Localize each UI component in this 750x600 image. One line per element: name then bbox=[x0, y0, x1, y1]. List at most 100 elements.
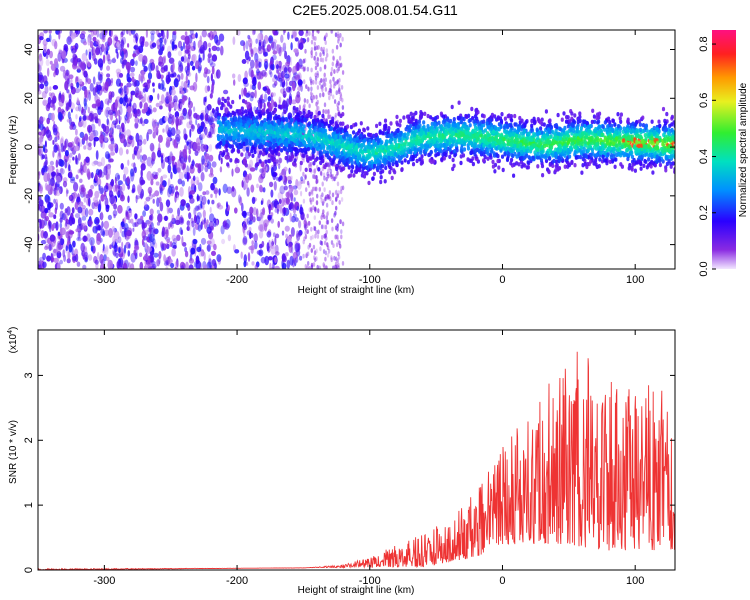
spectrogram-noise-cell bbox=[248, 245, 254, 251]
spectrogram-noise-cell bbox=[263, 60, 269, 70]
spectrogram-noise-cell bbox=[175, 129, 181, 136]
spectrogram-noise-cell bbox=[251, 261, 255, 266]
spectrogram-noise-cell bbox=[152, 198, 155, 204]
spectrogram-noise-cell bbox=[221, 238, 226, 245]
spectrogram-noise-cell bbox=[152, 107, 157, 113]
spectrogram-noise-cell bbox=[125, 149, 129, 155]
spectrogram-noise-cell bbox=[67, 111, 71, 120]
spectrogram-ridge-cell bbox=[657, 119, 661, 124]
spectrogram-noise-cell bbox=[302, 253, 305, 259]
spectrogram-noise-cell bbox=[64, 158, 68, 169]
spectrogram-noise-cell bbox=[206, 85, 211, 92]
spectrogram-noise-cell bbox=[49, 86, 52, 91]
spectrogram-ridge-cell bbox=[387, 126, 391, 131]
spectrogram-noise-cell bbox=[162, 174, 168, 179]
spectrogram-noise-cell bbox=[293, 48, 299, 53]
spectrogram-noise-cell bbox=[159, 100, 163, 105]
spectrogram-noise-cell bbox=[97, 203, 101, 213]
spectrogram-noise-cell bbox=[316, 85, 320, 90]
spectrogram-noise-cell bbox=[211, 259, 217, 266]
spectrogram-noise-cell bbox=[322, 51, 325, 56]
spectrogram-noise-cell bbox=[102, 54, 106, 64]
spectrogram-noise-cell bbox=[324, 256, 327, 262]
spectrogram-noise-cell bbox=[158, 251, 162, 259]
spectrogram-noise-cell bbox=[256, 208, 259, 219]
spectrogram-noise-cell bbox=[294, 242, 300, 253]
spectrogram-noise-cell bbox=[278, 46, 284, 53]
spectrogram-ridge-cell bbox=[349, 173, 353, 178]
spectrogram-noise-cell bbox=[220, 157, 223, 165]
spectrogram-noise-cell bbox=[60, 142, 64, 153]
spectrogram-noise-cell bbox=[335, 256, 338, 262]
spectrogram-noise-cell bbox=[57, 147, 60, 157]
spectrogram-noise-cell bbox=[106, 73, 111, 78]
spectrogram-noise-cell bbox=[82, 189, 87, 198]
spectrogram-noise-cell bbox=[320, 78, 323, 83]
spectrogram-noise-cell bbox=[68, 98, 72, 108]
spectrogram-noise-cell bbox=[322, 77, 326, 83]
spectrogram-noise-cell bbox=[170, 171, 173, 180]
spectrogram-noise-cell bbox=[149, 142, 155, 152]
spectrogram-noise-cell bbox=[207, 42, 212, 48]
spectrogram-noise-cell bbox=[130, 90, 136, 96]
spectrogram-noise-cell bbox=[313, 55, 316, 61]
spectrogram-noise-cell bbox=[38, 260, 42, 268]
spectrogram-noise-cell bbox=[118, 73, 124, 78]
spectrogram-noise-cell bbox=[88, 208, 94, 216]
spectrogram-noise-cell bbox=[155, 30, 160, 36]
spectrogram-noise-cell bbox=[266, 44, 272, 52]
spectrogram-noise-cell bbox=[169, 102, 175, 109]
spectrogram-noise-cell bbox=[93, 136, 100, 142]
spectrogram-noise-cell bbox=[271, 238, 274, 246]
spectrogram-noise-cell bbox=[71, 32, 77, 39]
spectrogram-noise-cell bbox=[306, 99, 309, 104]
spectrogram-noise-cell bbox=[108, 94, 113, 104]
spectrogram-noise-cell bbox=[42, 261, 47, 269]
spectrogram-noise-cell bbox=[337, 262, 340, 268]
spectrogram-noise-cell bbox=[285, 197, 290, 205]
spectrogram-noise-cell bbox=[298, 220, 302, 229]
spectrogram-noise-cell bbox=[156, 259, 161, 267]
spectrogram-noise-cell bbox=[132, 167, 136, 177]
spectrogram-noise-cell bbox=[181, 95, 185, 106]
spectrogram-noise-cell bbox=[121, 50, 124, 60]
spectrogram-noise-cell bbox=[98, 184, 101, 191]
spectrogram-noise-cell bbox=[285, 80, 288, 87]
spectrogram-noise-cell bbox=[324, 56, 328, 62]
spectrogram-noise-cell bbox=[324, 233, 327, 239]
spectrogram-noise-cell bbox=[168, 222, 171, 230]
spectrogram-noise-cell bbox=[311, 197, 315, 202]
spectrogram-noise-cell bbox=[314, 51, 318, 57]
spectrogram-noise-cell bbox=[243, 81, 249, 87]
spectrogram-noise-cell bbox=[43, 172, 49, 183]
spectrogram-ridge-cell bbox=[229, 158, 233, 163]
spectrogram-noise-cell bbox=[209, 58, 214, 66]
spectrogram-noise-cell bbox=[67, 171, 73, 179]
spectrogram-ridge-cell bbox=[395, 114, 399, 120]
spectrogram-noise-cell bbox=[120, 163, 124, 170]
spectrogram-noise-cell bbox=[314, 80, 318, 85]
spectrogram-noise-cell bbox=[90, 184, 95, 190]
spectrogram-noise-cell bbox=[322, 46, 326, 52]
spectrogram-noise-cell bbox=[128, 243, 131, 249]
spectrogram-noise-cell bbox=[182, 148, 188, 158]
spectrogram-noise-cell bbox=[43, 75, 48, 84]
spectrogram-noise-cell bbox=[159, 105, 163, 110]
spectrogram-noise-cell bbox=[95, 150, 99, 160]
spectrogram-noise-cell bbox=[218, 153, 221, 161]
spectrogram-noise-cell bbox=[132, 53, 137, 58]
spectrogram-ridge-cell bbox=[388, 170, 392, 175]
spectrogram-noise-cell bbox=[139, 193, 144, 199]
spectrogram-noise-cell bbox=[58, 186, 63, 195]
spectrogram-noise-cell bbox=[76, 157, 79, 165]
spectrogram-noise-cell bbox=[341, 36, 344, 42]
spectrogram-noise-cell bbox=[59, 168, 65, 175]
spectrogram-noise-cell bbox=[211, 45, 218, 51]
spectrogram-ridge-cell bbox=[639, 166, 643, 171]
spectrogram-noise-cell bbox=[339, 189, 343, 195]
spectrogram-noise-cell bbox=[206, 219, 209, 226]
spectrogram-noise-cell bbox=[50, 171, 56, 177]
spectrogram-noise-cell bbox=[204, 96, 207, 103]
spectrogram-noise-cell bbox=[189, 60, 194, 67]
